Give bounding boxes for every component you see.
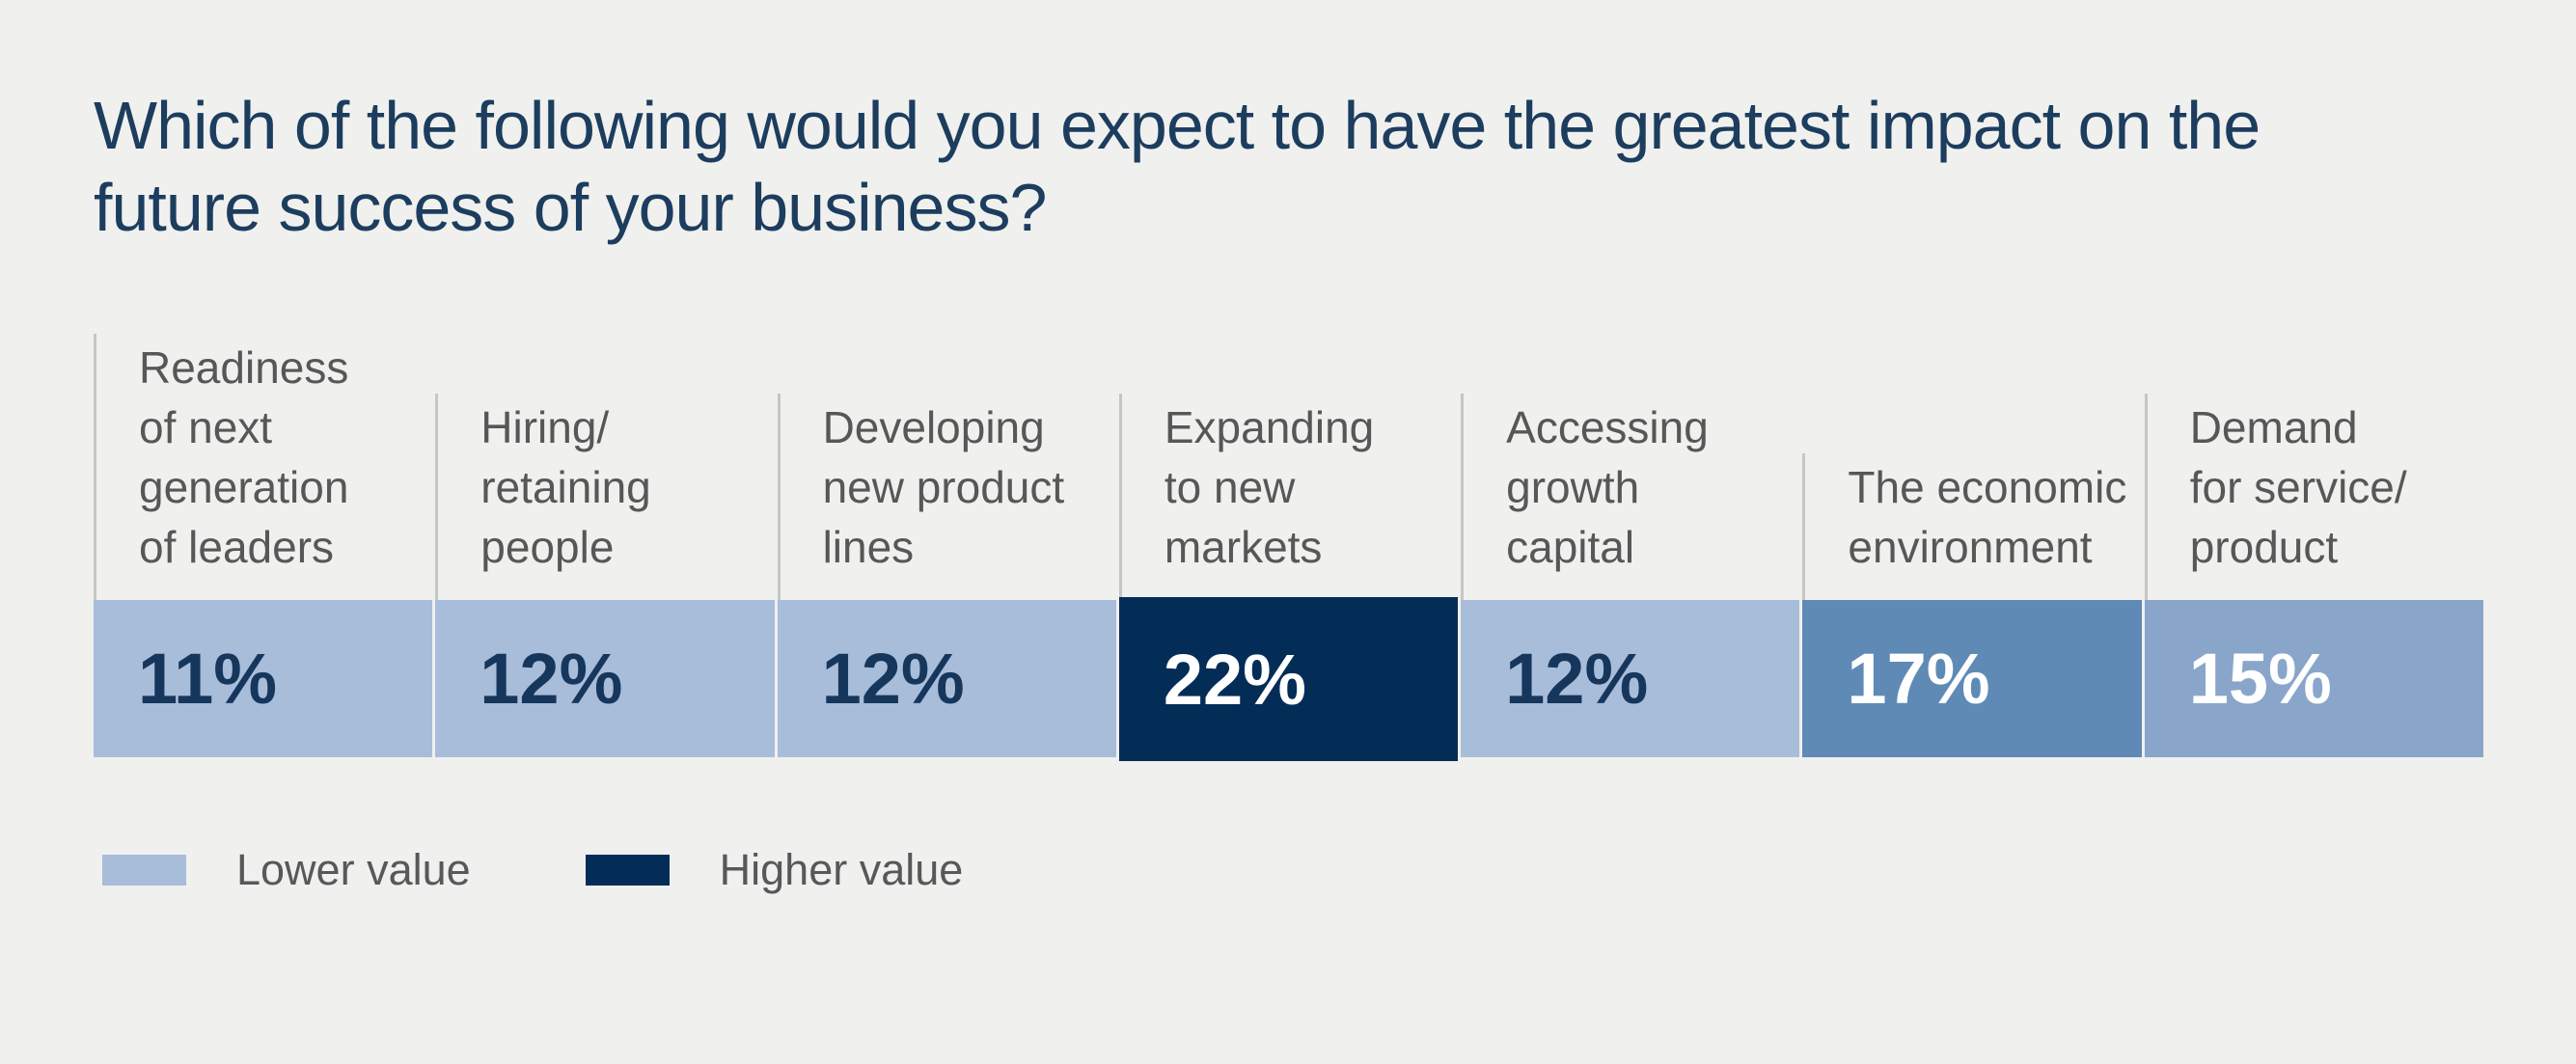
- value-bar: 15%: [2144, 600, 2483, 757]
- category-label: Readiness of next generation of leaders: [94, 334, 356, 600]
- category-label-cell: Expanding to new markets: [1118, 338, 1458, 600]
- category-label: Developing new product lines: [777, 394, 1073, 600]
- lower-value-swatch: [102, 855, 186, 886]
- bar-chart: Readiness of next generation of leaders …: [94, 334, 2483, 761]
- category-label: Accessing growth capital: [1461, 394, 1716, 600]
- legend-label: Lower value: [236, 845, 471, 894]
- category-label: Expanding to new markets: [1118, 394, 1382, 600]
- value-bar: 12%: [435, 600, 775, 757]
- category-label-cell: Developing new product lines: [777, 338, 1116, 600]
- legend-label: Higher value: [719, 845, 964, 894]
- higher-value-swatch: [585, 855, 670, 886]
- value-bar: 11%: [94, 600, 433, 757]
- legend: Lower value Higher value: [102, 845, 2576, 895]
- legend-item-higher-value: Higher value: [585, 845, 964, 895]
- category-label: Hiring/ retaining people: [435, 394, 658, 600]
- value-bar-highlighted: 22%: [1118, 597, 1459, 761]
- legend-item-lower-value: Lower value: [102, 845, 471, 895]
- category-label-cell: Readiness of next generation of leaders: [94, 334, 432, 600]
- category-label: The economic environment: [1802, 453, 2134, 600]
- category-label-cell: Hiring/ retaining people: [435, 338, 774, 600]
- value-bar: 12%: [1461, 600, 1800, 757]
- survey-impact-chart: Which of the following would you expect …: [0, 85, 2576, 1064]
- chart-title: Which of the following would you expect …: [94, 88, 2261, 245]
- category-label: Demand for service/ product: [2144, 394, 2415, 600]
- value-bar: 12%: [777, 600, 1116, 757]
- category-label-cell: Demand for service/ product: [2144, 338, 2483, 600]
- category-label-cell: The economic environment: [1802, 338, 2141, 600]
- category-label-cell: Accessing growth capital: [1461, 338, 1799, 600]
- value-bar: 17%: [1802, 600, 2142, 757]
